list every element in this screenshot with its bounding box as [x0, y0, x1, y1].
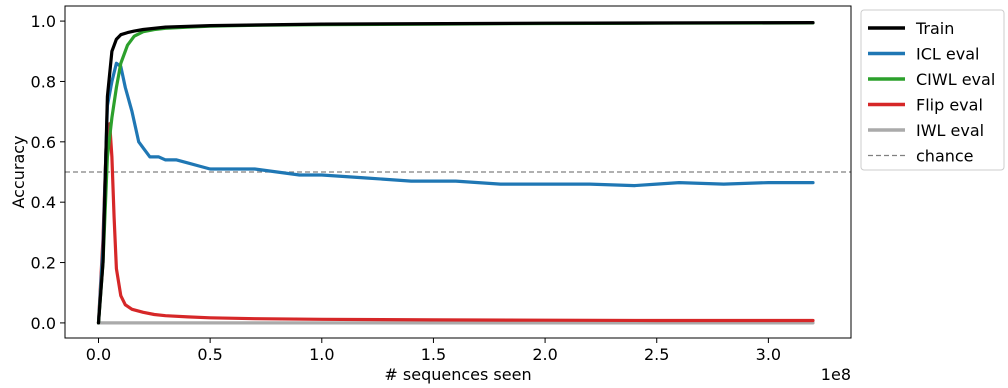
- plot-frame: [64, 5, 852, 339]
- legend-label: ICL eval: [916, 45, 979, 64]
- x-tick-label: 0.0: [86, 345, 111, 364]
- legend-label: CIWL eval: [916, 70, 995, 89]
- x-tick-label: 2.0: [532, 345, 557, 364]
- y-tick-label: 0.2: [31, 254, 56, 273]
- series-layer: [96, 21, 815, 325]
- y-tick-label: 0.0: [31, 314, 56, 333]
- legend-label: chance: [916, 147, 974, 166]
- legend-label: Train: [915, 19, 954, 38]
- series-line-train: [96, 21, 815, 325]
- x-axis: 0.0 0.5 1.0 1.5 2.0 2.5 3.0: [86, 338, 781, 364]
- legend: Train ICL eval CIWL eval Flip eval IWL eval c…: [860, 9, 1005, 171]
- y-tick-label: 1.0: [31, 12, 56, 31]
- y-tick-label: 0.8: [31, 72, 56, 91]
- x-tick-label: 1.0: [309, 345, 334, 364]
- x-tick-label: 1.5: [421, 345, 446, 364]
- x-axis-offset-text: 1e8: [821, 365, 851, 384]
- legend-label: Flip eval: [916, 96, 983, 115]
- y-tick-label: 0.6: [31, 133, 56, 152]
- x-tick-label: 3.0: [756, 345, 781, 364]
- legend-label: IWL eval: [916, 121, 984, 140]
- x-tick-label: 2.5: [644, 345, 669, 364]
- x-axis-label: # sequences seen: [384, 365, 531, 384]
- y-axis: 0.0 0.2 0.4 0.6 0.8 1.0: [31, 12, 65, 333]
- series-line-icl-eval: [96, 61, 815, 325]
- x-tick-label: 0.5: [197, 345, 222, 364]
- y-tick-label: 0.4: [31, 193, 56, 212]
- y-axis-label: Accuracy: [9, 135, 28, 208]
